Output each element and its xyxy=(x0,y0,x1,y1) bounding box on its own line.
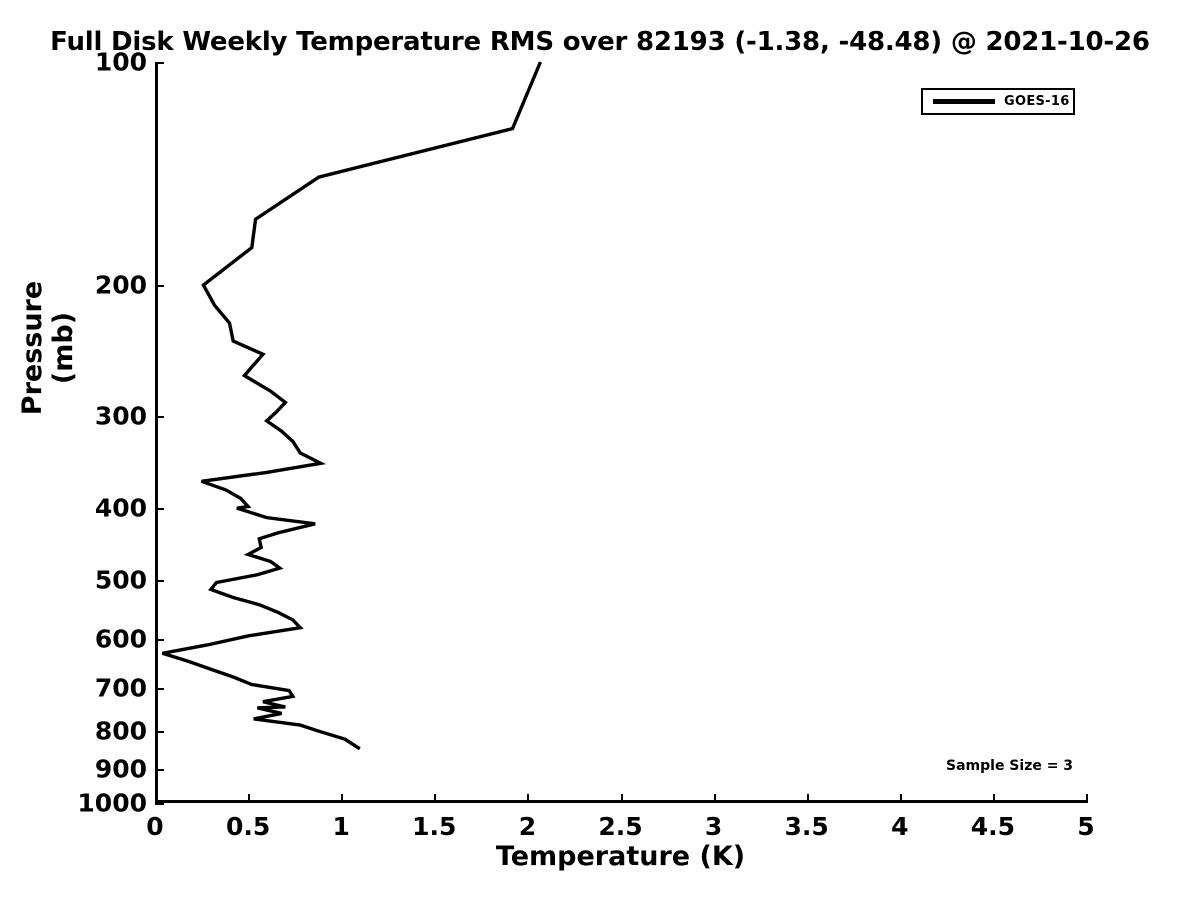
x-tick-label: 2.5 xyxy=(598,812,643,841)
y-tick-label: 700 xyxy=(94,673,147,703)
y-tick xyxy=(155,688,164,691)
x-tick xyxy=(899,794,902,803)
x-tick-label: 4.5 xyxy=(970,812,1016,841)
y-tick-label: 300 xyxy=(94,401,147,431)
x-tick xyxy=(434,794,437,803)
y-tick-label: 900 xyxy=(94,754,147,784)
x-tick-label: 1.5 xyxy=(412,812,457,841)
y-tick-label: 600 xyxy=(94,624,147,654)
y-tick-label: 1000 xyxy=(77,788,147,818)
x-tick-label: 3.5 xyxy=(784,812,829,841)
legend-label-goes16: GOES-16 xyxy=(1004,94,1070,109)
x-tick-label: 2 xyxy=(518,812,537,841)
y-tick xyxy=(155,285,164,288)
y-tick xyxy=(155,803,164,805)
y-tick xyxy=(155,731,164,734)
plot-area xyxy=(155,61,1086,803)
y-tick xyxy=(155,769,164,772)
chart-title: Full Disk Weekly Temperature RMS over 82… xyxy=(50,27,1150,57)
x-tick xyxy=(248,794,251,803)
x-tick-label: 5 xyxy=(1077,812,1095,841)
x-tick xyxy=(1086,794,1088,803)
x-tick-label: 0 xyxy=(146,812,164,841)
y-tick xyxy=(155,415,164,418)
y-tick xyxy=(155,508,164,511)
x-tick-label: 4 xyxy=(891,812,909,841)
data-series-goes16 xyxy=(161,61,542,751)
y-tick xyxy=(155,62,164,64)
x-axis-label: Temperature (K) xyxy=(495,841,746,872)
x-tick xyxy=(806,794,809,803)
series-line-goes16 xyxy=(161,61,542,751)
x-tick-label: 1 xyxy=(332,812,350,841)
sample-size-annotation: Sample Size = 3 xyxy=(946,758,1074,774)
legend[interactable]: GOES-16 xyxy=(921,88,1075,115)
x-tick xyxy=(992,794,995,803)
y-tick xyxy=(155,579,164,582)
x-tick-label: 3 xyxy=(704,812,723,841)
x-tick xyxy=(341,794,344,803)
y-tick-label: 800 xyxy=(94,716,147,746)
y-axis-label: Pressure (mb) xyxy=(17,280,79,416)
y-tick-label: 200 xyxy=(94,270,147,300)
y-tick-label: 500 xyxy=(94,565,147,595)
x-tick xyxy=(527,794,530,803)
x-tick xyxy=(620,794,623,803)
x-tick xyxy=(713,794,716,803)
y-tick xyxy=(155,638,164,641)
x-tick xyxy=(155,794,157,803)
legend-line-swatch xyxy=(933,99,995,104)
x-tick-label: 0.5 xyxy=(225,812,271,841)
y-tick-label: 100 xyxy=(94,47,147,77)
y-tick-label: 400 xyxy=(94,493,147,523)
